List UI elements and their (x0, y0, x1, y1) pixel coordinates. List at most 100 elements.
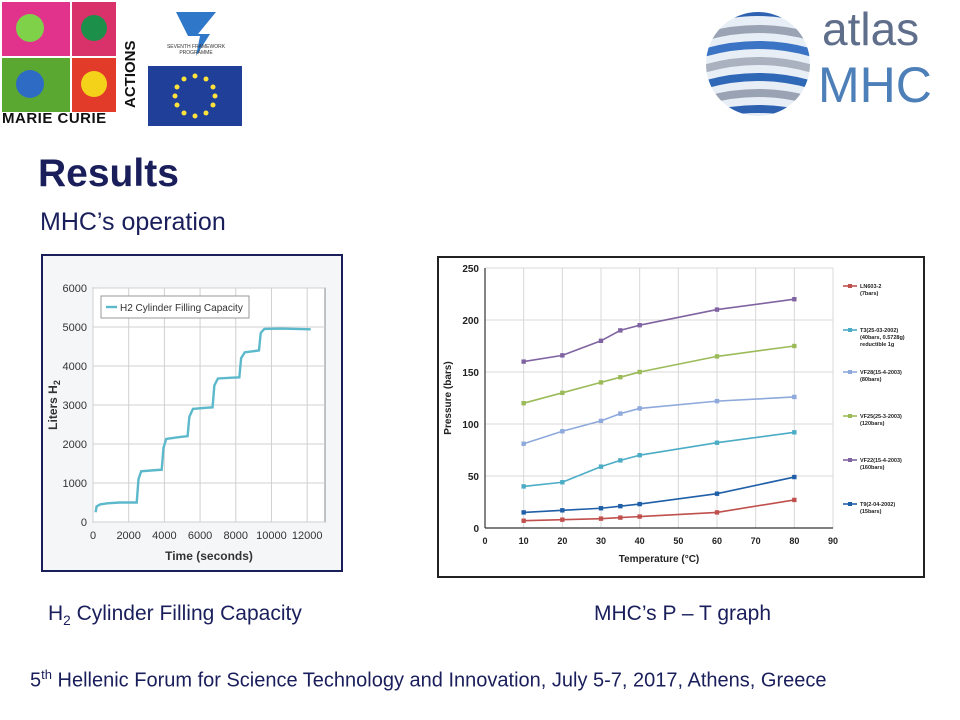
legend-label-line: (80bars) (860, 377, 882, 383)
data-point (618, 515, 623, 520)
data-point (598, 516, 604, 521)
x-tick-label: 60 (712, 536, 722, 546)
legend-label-line: T9(2-04-2002) (860, 502, 895, 508)
y-tick-label: 100 (462, 420, 479, 431)
data-point (560, 508, 565, 513)
legend-marker (848, 284, 852, 288)
footer-text: 5th Hellenic Forum for Science Technolog… (30, 667, 930, 693)
slide-subtitle: MHC’s operation (40, 208, 226, 236)
x-tick-label: 90 (828, 536, 838, 546)
legend-label-line: (7bars) (860, 291, 879, 297)
data-point (618, 411, 623, 416)
y-axis-label: Liters H2 (46, 380, 62, 430)
legend-label-line: (15bars) (860, 509, 882, 515)
legend-box (100, 295, 250, 319)
fp7-label: SEVENTH FRAMEWORK PROGRAMME (166, 44, 226, 56)
y-tick-label: 200 (462, 316, 479, 327)
x-tick-label: 70 (751, 536, 761, 546)
data-point (560, 429, 565, 434)
legend-label: LN603-2 (7bars) (860, 284, 881, 297)
x-tick-label: 10 (519, 536, 529, 546)
caption-filling-capacity: H2 Cylinder Filling Capacity (48, 602, 302, 628)
x-axis-label: Time (seconds) (165, 549, 253, 563)
y-tick-label: 150 (462, 368, 479, 379)
legend-label: T9(2-04-2002) (15bars) (860, 502, 895, 515)
data-point (618, 328, 623, 333)
y-tick-label: 250 (462, 264, 479, 275)
footer-superscript: th (41, 667, 52, 682)
data-point (521, 510, 526, 515)
data-point (637, 453, 642, 458)
x-tick-label: 6000 (188, 530, 212, 542)
x-tick-label: 12000 (292, 530, 323, 542)
legend-label: VF22(15-4-2003) (160bars) (860, 458, 902, 471)
data-point (637, 369, 642, 375)
filling-capacity-svg: 0 2000 4000 6000 8000 10000 12000 0 1000 2000 3000… (46, 283, 326, 563)
globe-icon (706, 12, 810, 116)
data-point (560, 480, 565, 485)
data-point (521, 401, 526, 406)
data-point (714, 510, 720, 515)
legend-label-line: LN603-2 (860, 284, 881, 290)
x-tick-label: 80 (789, 536, 799, 546)
y-tick-label: 50 (468, 472, 480, 483)
data-point (637, 501, 642, 507)
legend-marker (848, 414, 852, 418)
data-point (618, 375, 623, 380)
x-tick-label: 50 (673, 536, 683, 546)
marie-curie-actions-label: ACTIONS (118, 2, 140, 110)
data-point (792, 343, 797, 349)
legend-marker (848, 370, 852, 374)
x-tick-label: 40 (635, 536, 645, 546)
legend-label-line: T3(25-03-2002) (860, 328, 898, 334)
atlas-mhc-logo: atlas MHC (700, 2, 940, 127)
x-tick-label: 0 (482, 536, 487, 546)
data-point (792, 474, 797, 480)
legend-label-line: VF22(15-4-2003) (860, 458, 902, 464)
data-point (714, 491, 720, 496)
legend-label-line: reductible 1g (860, 342, 894, 348)
filling-capacity-line (94, 327, 311, 513)
x-tick-label: 10000 (256, 530, 287, 542)
legend-marker (848, 502, 852, 506)
data-point (637, 514, 642, 519)
data-point (618, 458, 623, 463)
caption1-subscript: 2 (63, 613, 71, 629)
footer-rest: Hellenic Forum for Science Technology an… (51, 669, 827, 692)
caption1-rest: Cylinder Filling Capacity (70, 602, 302, 625)
y-tick-label: 5000 (63, 322, 87, 334)
x-tick-label: 0 (90, 530, 96, 542)
data-point (598, 380, 604, 385)
actions-text: ACTIONS (122, 41, 139, 109)
y-tick-label: 1000 (63, 478, 87, 490)
legend-label-line: (40bars, 0.5728g) (860, 335, 905, 341)
eu-flag-icon (148, 12, 242, 126)
data-point (560, 517, 565, 522)
y-tick-label: 4000 (63, 361, 87, 373)
data-point (521, 441, 526, 446)
data-point (598, 418, 604, 424)
x-axis-label: Temperature (°C) (619, 554, 700, 565)
marie-curie-text: MARIE CURIE (2, 110, 107, 127)
marie-curie-logo: ACTIONS MARIE CURIE (0, 0, 140, 128)
legend-label-line: (120bars) (860, 421, 885, 427)
data-point (792, 430, 797, 435)
mhc-text: MHC (818, 57, 932, 113)
data-point (618, 503, 623, 509)
caption1-h: H (48, 602, 64, 625)
legend-label-line: (160bars) (860, 465, 885, 471)
y-tick-label: 6000 (63, 283, 87, 295)
atlas-text: atlas (822, 3, 920, 55)
data-point (598, 464, 604, 469)
data-point (521, 484, 526, 489)
data-point (792, 297, 797, 302)
y-tick-label: 0 (81, 517, 87, 529)
x-tick-label: 4000 (152, 530, 176, 542)
pt-graph-chart: 0 10 20 30 40 50 60 70 80 90 0 50 100 150 200 250 LN603-… (437, 256, 925, 578)
x-tick-label: 2000 (116, 530, 140, 542)
legend-label: T3(25-03-2002) (40bars, 0.5728g) reductibl… (860, 328, 905, 348)
data-point (714, 307, 720, 312)
legend-label-line: VF28(15-4-2003) (860, 370, 902, 376)
data-point (560, 390, 565, 395)
x-tick-label: 20 (557, 536, 567, 546)
